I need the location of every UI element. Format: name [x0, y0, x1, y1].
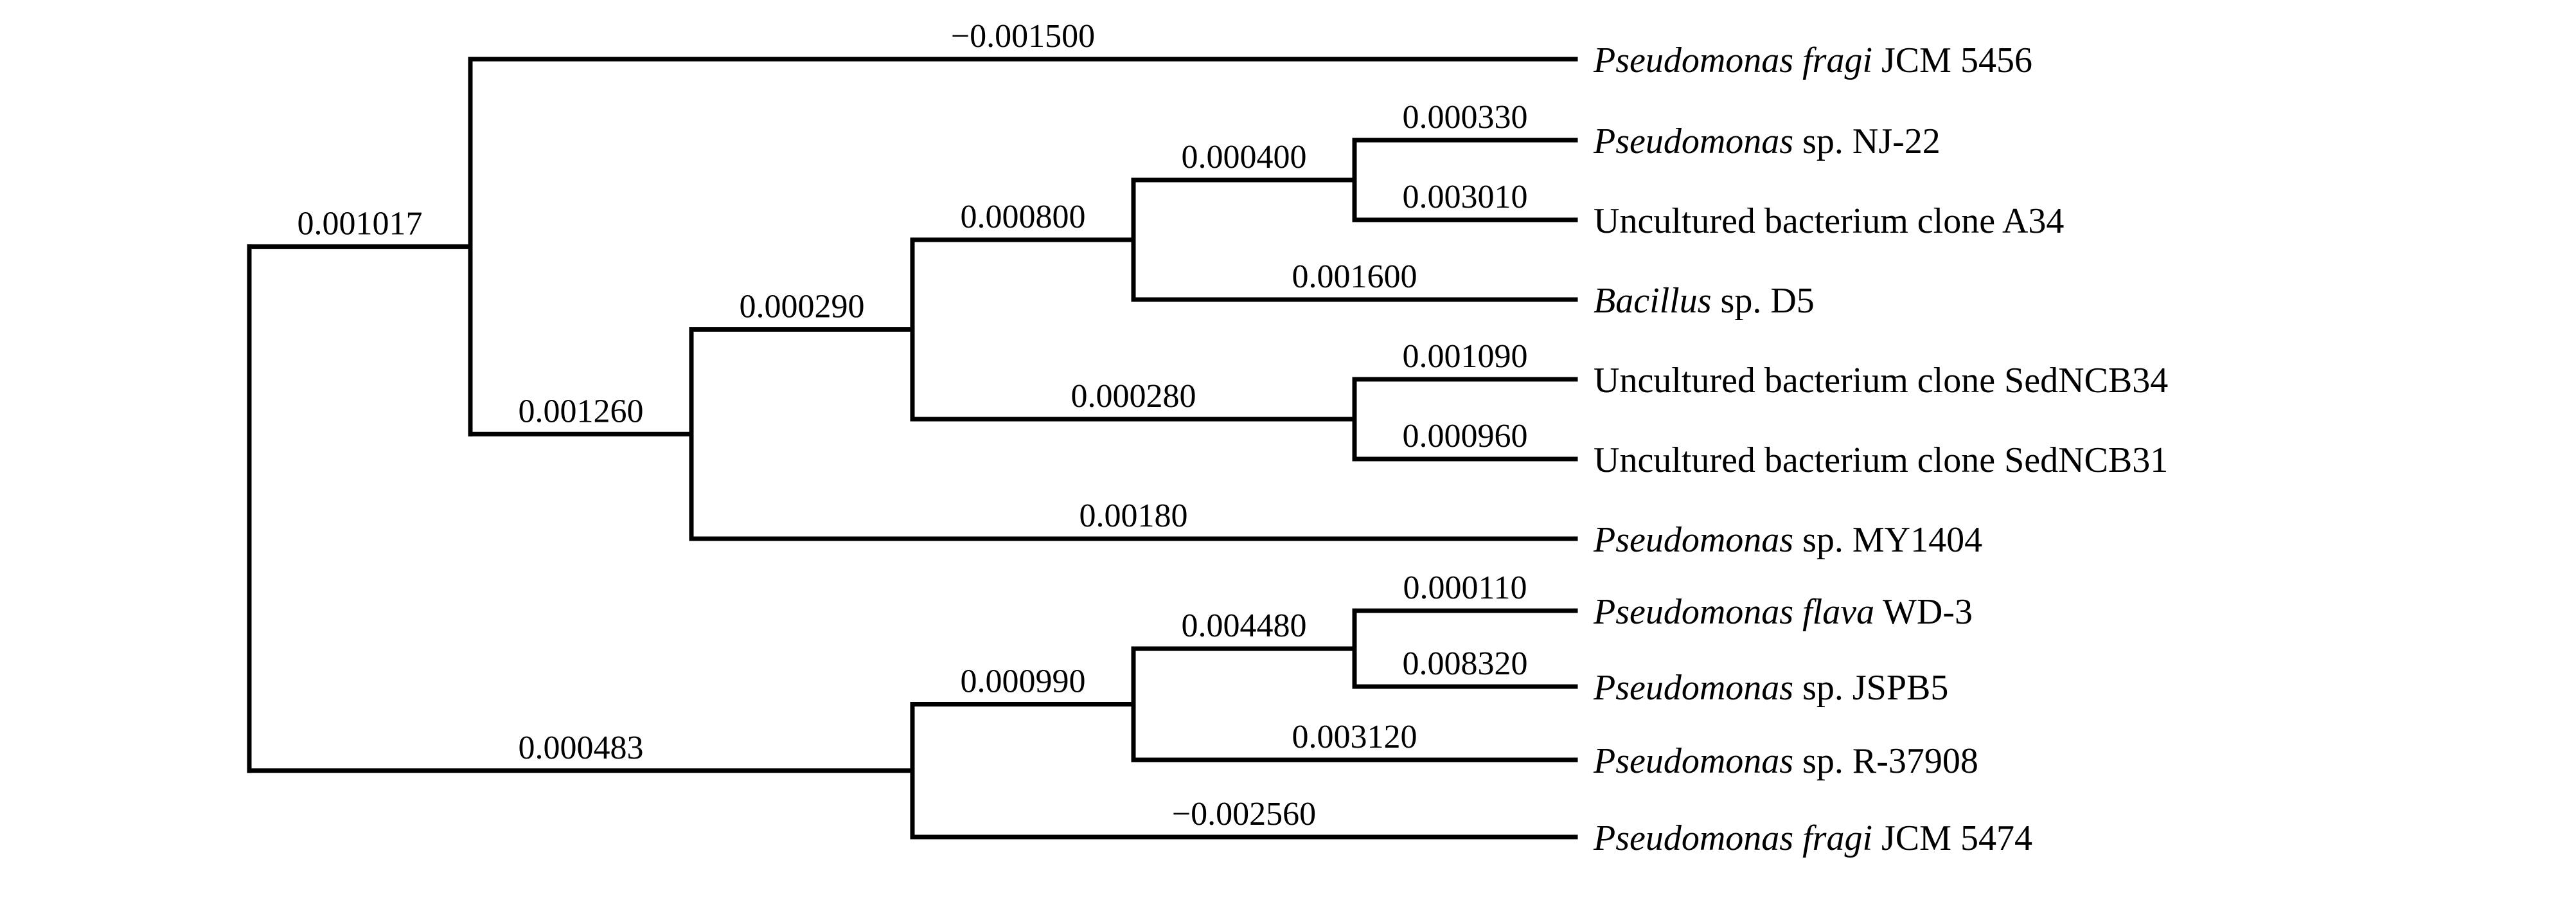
branch-length-label: 0.000330: [1403, 99, 1528, 136]
branch-length-label: 0.001260: [519, 393, 644, 429]
taxon-label: Pseudomonas fragi JCM 5456: [1593, 40, 2032, 80]
taxon-name-segment: sp. R-37908: [1793, 741, 1978, 781]
taxon-name-italic-segment: Bacillus: [1594, 281, 1712, 321]
taxon-name-segment: sp. MY1404: [1793, 520, 1982, 560]
branch-length-label: 0.003120: [1292, 719, 1417, 755]
branch-length-label: 0.000400: [1182, 139, 1307, 176]
branch-length-label: 0.001090: [1403, 338, 1528, 375]
taxon-label: Bacillus sp. D5: [1594, 281, 1815, 321]
branch-length-label: 0.000290: [740, 289, 865, 325]
branch-length-label: 0.003010: [1403, 179, 1528, 215]
taxon-name-segment: Uncultured bacterium clone SedNCB31: [1594, 440, 2168, 480]
taxon-name-segment: Uncultured bacterium clone SedNCB34: [1594, 361, 2168, 401]
branch-length-label: −0.001500: [951, 18, 1095, 55]
branch-length-label: −0.002560: [1172, 796, 1316, 833]
taxon-name-segment: Uncultured bacterium clone A34: [1594, 201, 2064, 241]
taxon-label: Uncultured bacterium clone A34: [1594, 201, 2064, 241]
taxon-label: Uncultured bacterium clone SedNCB31: [1594, 440, 2168, 480]
taxon-label: Pseudomonas fragi JCM 5474: [1593, 818, 2032, 858]
taxon-name-segment: JCM 5474: [1872, 818, 2032, 858]
taxon-label: Pseudomonas sp. MY1404: [1593, 520, 1982, 560]
taxon-label: Uncultured bacterium clone SedNCB34: [1594, 361, 2168, 401]
branch-length-label: 0.004480: [1182, 608, 1307, 644]
taxon-label: Pseudomonas sp. NJ-22: [1593, 122, 1941, 161]
taxon-name-italic-segment: Pseudomonas fragi: [1593, 818, 1872, 858]
branch-length-label: 0.000483: [519, 730, 644, 766]
branch-length-label: 0.000990: [961, 663, 1086, 700]
branch-length-label: 0.000800: [961, 199, 1086, 235]
taxon-name-segment: sp. D5: [1712, 281, 1815, 321]
branch-length-label: 0.00180: [1079, 498, 1188, 534]
branch-length-label: 0.000280: [1071, 378, 1196, 415]
taxon-label: Pseudomonas sp. R-37908: [1593, 741, 1978, 781]
taxon-name-segment: sp. JSPB5: [1793, 668, 1948, 708]
taxon-label: Pseudomonas sp. JSPB5: [1593, 668, 1948, 708]
taxon-name-italic-segment: Pseudomonas: [1593, 668, 1793, 708]
branch-length-label: 0.001600: [1292, 258, 1417, 295]
taxon-name-italic-segment: Pseudomonas: [1593, 520, 1793, 560]
taxon-name-segment: JCM 5456: [1872, 40, 2032, 80]
branch-length-label: 0.008320: [1403, 645, 1528, 682]
branch-length-label: 0.001017: [298, 206, 423, 242]
taxon-name-italic-segment: Pseudomonas: [1593, 122, 1793, 161]
branch-length-label: 0.000110: [1403, 570, 1527, 606]
taxon-label: Pseudomonas flava WD-3: [1593, 592, 1973, 632]
taxon-name-italic-segment: Pseudomonas fragi: [1593, 40, 1872, 80]
taxon-name-segment: WD-3: [1874, 592, 1973, 632]
taxon-name-italic-segment: Pseudomonas: [1593, 741, 1793, 781]
branch-length-label: 0.000960: [1403, 418, 1528, 455]
taxon-name-italic-segment: Pseudomonas flava: [1593, 592, 1874, 632]
taxon-name-segment: sp. NJ-22: [1793, 122, 1941, 161]
